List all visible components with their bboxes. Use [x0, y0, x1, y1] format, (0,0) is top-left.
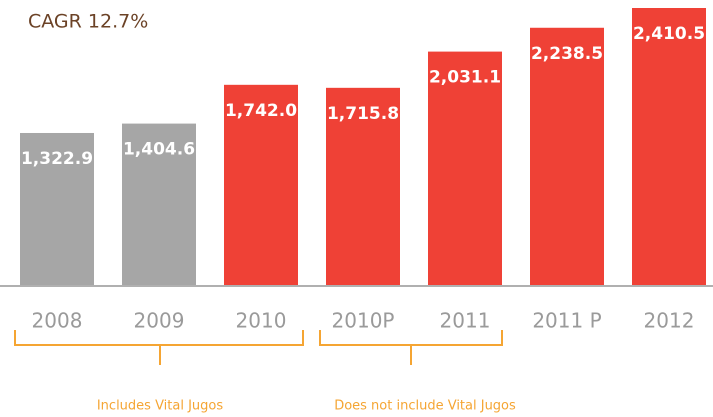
chart-title: CAGR 12.7% — [28, 11, 148, 33]
bar — [122, 123, 196, 285]
value-label: 1,715.8 — [327, 104, 399, 124]
bar — [20, 132, 94, 285]
value-label: 1,742.0 — [225, 101, 297, 121]
bar — [428, 51, 502, 285]
bar — [224, 84, 298, 286]
x-tick-label: 2011 — [440, 309, 491, 333]
bar — [530, 27, 604, 285]
bracket — [319, 330, 503, 365]
value-label: 2,031.1 — [429, 68, 501, 88]
bracket — [14, 330, 304, 365]
x-tick-label: 2010P — [332, 309, 395, 333]
x-tick-label: 2012 — [644, 309, 695, 333]
value-label: 2,238.5 — [531, 44, 603, 64]
annotation: Does not include Vital Jugos — [334, 399, 516, 414]
x-tick-label: 2010 — [236, 309, 287, 333]
value-label: 2,410.5 — [633, 24, 705, 44]
bar — [326, 87, 400, 286]
bar — [632, 8, 706, 285]
annotation: Includes Vital Jugos — [97, 399, 224, 414]
value-label: 1,322.9 — [21, 149, 93, 169]
x-tick-label: 2009 — [134, 309, 185, 333]
x-tick-label: 2011 P — [532, 309, 601, 333]
x-tick-label: 2008 — [32, 309, 83, 333]
value-label: 1,404.6 — [123, 140, 195, 160]
